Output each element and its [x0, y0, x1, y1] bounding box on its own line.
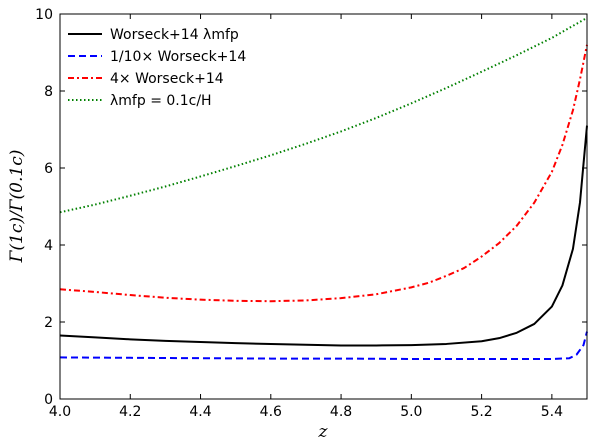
x-axis: 4.0 4.2 4.4 4.6 4.8 5.0 5.2 5.4 [49, 14, 563, 420]
x-tick-label: 4.6 [260, 404, 282, 420]
x-tick-label: 5.4 [541, 404, 563, 420]
legend-label-1: 1/10× Worseck+14 [110, 49, 246, 65]
legend: Worseck+14 λmfp 1/10× Worseck+14 4× Worsec… [68, 27, 246, 109]
series-line-3 [59, 16, 588, 214]
series-line-1 [59, 331, 588, 360]
plot-area [59, 16, 588, 360]
x-tick-label: 4.4 [189, 404, 211, 420]
y-tick-label: 6 [44, 161, 53, 177]
y-tick-label: 2 [44, 315, 53, 331]
y-axis: 0 2 4 6 8 10 [35, 7, 587, 408]
y-tick-label: 8 [44, 84, 53, 100]
y-tick-label: 4 [44, 238, 53, 254]
legend-label-2: 4× Worseck+14 [110, 71, 224, 87]
legend-label-0: Worseck+14 λmfp [110, 27, 239, 43]
series-line-2 [59, 44, 588, 303]
y-tick-label: 10 [35, 7, 53, 23]
x-tick-label: 5.2 [470, 404, 492, 420]
y-axis-label: Γ(1c)/Γ(0.1c) [7, 150, 27, 264]
plot-frame [59, 13, 588, 400]
x-tick-label: 5.0 [400, 404, 422, 420]
x-axis-label: z [318, 422, 329, 442]
x-tick-label: 4.0 [49, 404, 71, 420]
x-tick-label: 4.2 [119, 404, 141, 420]
x-tick-label: 4.8 [330, 404, 352, 420]
y-tick-label: 0 [44, 392, 53, 408]
series-line-0 [59, 125, 588, 347]
legend-label-3: λmfp = 0.1c/H [110, 93, 212, 109]
